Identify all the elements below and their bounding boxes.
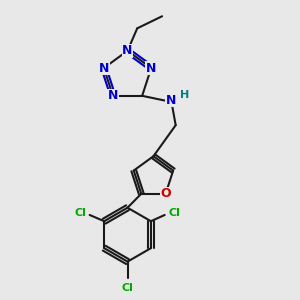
Text: Cl: Cl — [74, 208, 86, 218]
Text: N: N — [99, 61, 109, 74]
Text: Cl: Cl — [168, 208, 180, 218]
Text: O: O — [160, 187, 171, 200]
Text: N: N — [166, 94, 176, 107]
Text: H: H — [180, 90, 190, 100]
Text: N: N — [108, 89, 118, 102]
Text: N: N — [146, 61, 156, 74]
Text: N: N — [122, 44, 133, 57]
Text: Cl: Cl — [122, 283, 134, 293]
